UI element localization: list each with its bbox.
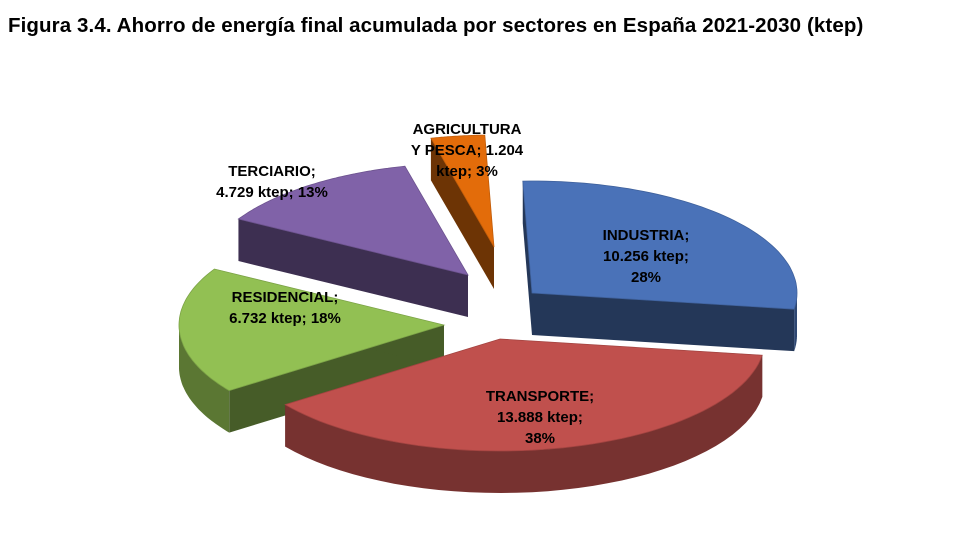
slice-cut-face [238,219,468,317]
slice-top [178,268,446,392]
pie-labels: INDUSTRIA; 10.256 ktep; 28% TRANSPORTE; 13.8… [216,121,689,447]
data-label-terciario: TERCIARIO; 4.729 ktep; 13% [216,163,328,201]
slice-cut-face [430,138,494,289]
chart-title: Figura 3.4. Ahorro de energía final acum… [8,14,864,37]
slice-top [237,165,469,276]
slice-side [285,355,763,493]
data-label-transporte: TRANSPORTE; 13.888 ktep; 38% [486,388,594,447]
pie-slices [178,134,798,493]
slice-top [284,338,763,452]
slice-agricultura-y-pesca [430,134,495,289]
slice-transporte [284,338,763,493]
slice-cut-face [522,181,532,335]
slice-industria [522,180,798,352]
slice-terciario [237,165,469,317]
slice-top [522,180,798,310]
slice-top [430,134,495,248]
data-label-agricultura-y-pesca: AGRICULTURA Y PESCA; 1.204 ktep; 3% [411,121,524,180]
slice-cut-face [532,293,795,352]
slice-side [179,325,230,433]
slice-residencial [178,268,446,433]
data-label-residencial: RESIDENCIAL; 6.732 ktep; 18% [229,289,341,327]
data-label-industria: INDUSTRIA; 10.256 ktep; 28% [603,227,690,286]
